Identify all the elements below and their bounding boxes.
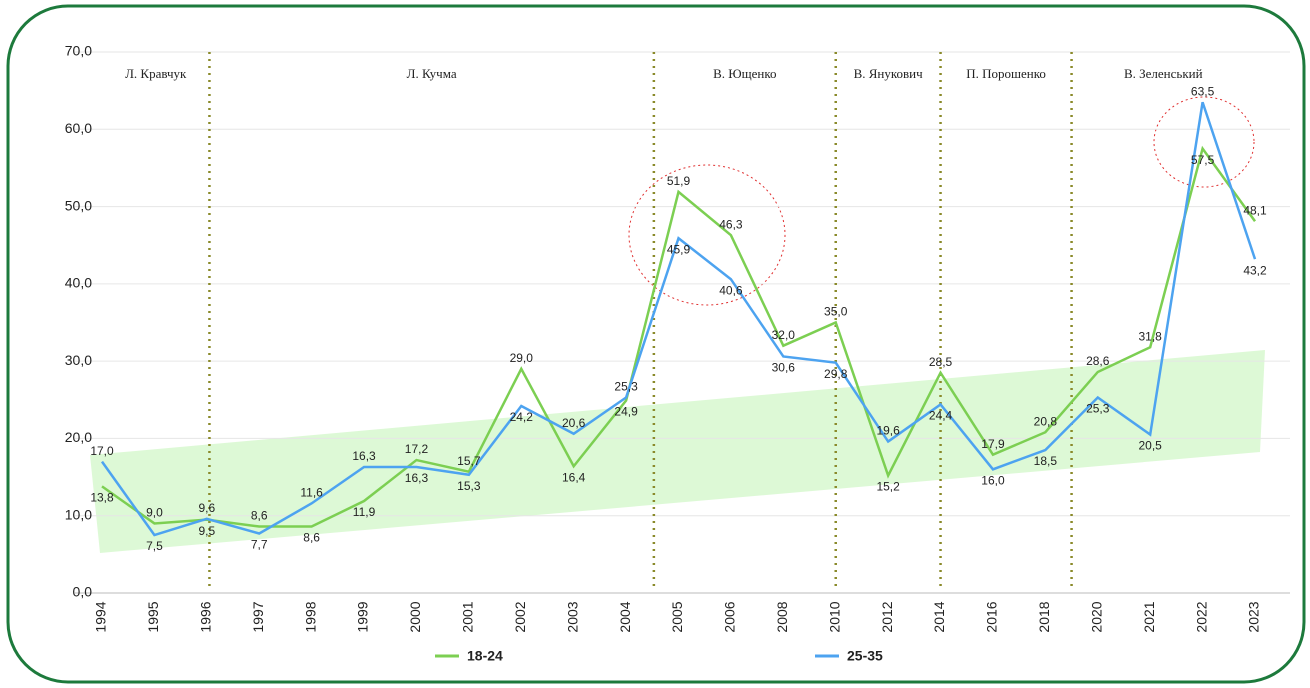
- data-label: 17,9: [981, 437, 1005, 451]
- x-tick-label: 2001: [460, 601, 476, 632]
- data-label: 16,3: [405, 471, 429, 485]
- data-label: 8,6: [303, 531, 320, 545]
- x-tick-label: 2002: [512, 601, 528, 632]
- data-label: 43,2: [1243, 263, 1267, 277]
- x-tick-label: 2022: [1193, 601, 1209, 632]
- y-tick-label: 40,0: [65, 275, 92, 291]
- data-label: 17,2: [405, 442, 429, 456]
- frame: [6, 4, 1306, 684]
- data-label: 51,9: [667, 174, 691, 188]
- data-label: 9,0: [146, 506, 163, 520]
- data-label: 17,0: [90, 444, 114, 458]
- y-tick-label: 0,0: [73, 584, 93, 600]
- x-tick-label: 1994: [93, 601, 109, 632]
- data-label: 18,5: [1034, 454, 1058, 468]
- data-label: 8,6: [251, 509, 268, 523]
- data-label: 28,5: [929, 355, 953, 369]
- x-tick-label: 1999: [355, 601, 371, 632]
- data-label: 16,0: [981, 474, 1005, 488]
- y-tick-label: 60,0: [65, 120, 92, 136]
- data-label: 46,3: [719, 217, 743, 231]
- data-label: 40,6: [719, 283, 743, 297]
- series-line: [101, 145, 1257, 528]
- x-tick-label: 2004: [617, 601, 633, 632]
- data-label: 9,6: [198, 501, 215, 515]
- legend-label: 18-24: [467, 648, 503, 664]
- x-tick-label: 2021: [1141, 601, 1157, 632]
- x-tick-label: 2000: [407, 601, 423, 632]
- data-label: 57,5: [1191, 153, 1215, 167]
- data-label: 9,5: [198, 524, 215, 538]
- x-tick-label: 1998: [302, 601, 318, 632]
- highlight-circle: [628, 164, 786, 306]
- highlight-circle: [1153, 96, 1255, 188]
- x-tick-label: 2012: [879, 601, 895, 632]
- data-label: 63,5: [1191, 84, 1215, 98]
- data-label: 25,3: [1086, 402, 1110, 416]
- data-label: 32,0: [772, 328, 796, 342]
- x-tick-label: 1995: [145, 601, 161, 632]
- data-label: 20,5: [1139, 439, 1163, 453]
- period-label: Л. Кравчук: [125, 66, 187, 81]
- x-tick-label: 2016: [984, 601, 1000, 632]
- data-label: 31,8: [1139, 329, 1163, 343]
- data-label: 15,7: [457, 454, 481, 468]
- trend-band: [90, 350, 1265, 553]
- y-tick-label: 50,0: [65, 197, 92, 213]
- data-label: 29,8: [824, 367, 848, 381]
- data-label: 16,4: [562, 470, 586, 484]
- data-label: 7,5: [146, 539, 163, 553]
- y-tick-label: 30,0: [65, 352, 92, 368]
- x-tick-label: 2005: [669, 601, 685, 632]
- data-label: 16,3: [352, 449, 376, 463]
- data-label: 24,9: [614, 405, 638, 419]
- x-tick-label: 2014: [931, 601, 947, 632]
- grid: [75, 51, 1290, 594]
- legend-label: 25-35: [847, 648, 883, 664]
- data-label: 15,3: [457, 479, 481, 493]
- x-tick-label: 2020: [1088, 601, 1104, 632]
- data-label: 48,1: [1243, 203, 1267, 217]
- period-label: Л. Кучма: [407, 66, 457, 81]
- data-label: 35,0: [824, 305, 848, 319]
- data-label: 24,4: [929, 409, 953, 423]
- data-label: 11,6: [300, 486, 323, 500]
- y-tick-label: 10,0: [65, 506, 92, 522]
- data-label: 45,9: [667, 242, 691, 256]
- period-label: В. Янукович: [854, 66, 924, 81]
- data-label: 7,7: [251, 538, 268, 552]
- series-line: [100, 101, 1257, 537]
- x-tick-label: 1997: [250, 601, 266, 632]
- x-tick-label: 1996: [198, 601, 214, 632]
- x-tick-label: 2018: [1036, 601, 1052, 632]
- period-label: В. Ющенко: [713, 66, 776, 81]
- x-tick-label: 2010: [826, 601, 842, 632]
- data-label: 15,2: [876, 480, 900, 494]
- data-label: 20,8: [1034, 414, 1058, 428]
- period-label: П. Порошенко: [966, 66, 1046, 81]
- x-tick-label: 2003: [564, 601, 580, 632]
- data-label: 25,3: [614, 380, 638, 394]
- x-tick-label: 2006: [722, 601, 738, 632]
- data-label: 30,6: [772, 361, 796, 375]
- data-label: 29,0: [510, 351, 534, 365]
- data-label: 11,9: [353, 505, 376, 519]
- y-tick-label: 70,0: [65, 43, 92, 59]
- y-tick-label: 20,0: [65, 429, 92, 445]
- data-label: 19,6: [876, 424, 900, 438]
- data-label: 20,6: [562, 416, 586, 430]
- data-label: 28,6: [1086, 354, 1110, 368]
- data-label: 24,2: [510, 410, 534, 424]
- period-label: В. Зеленський: [1124, 66, 1203, 81]
- x-tick-label: 2023: [1246, 601, 1262, 632]
- data-label: 13,8: [90, 491, 114, 505]
- x-tick-label: 2008: [774, 601, 790, 632]
